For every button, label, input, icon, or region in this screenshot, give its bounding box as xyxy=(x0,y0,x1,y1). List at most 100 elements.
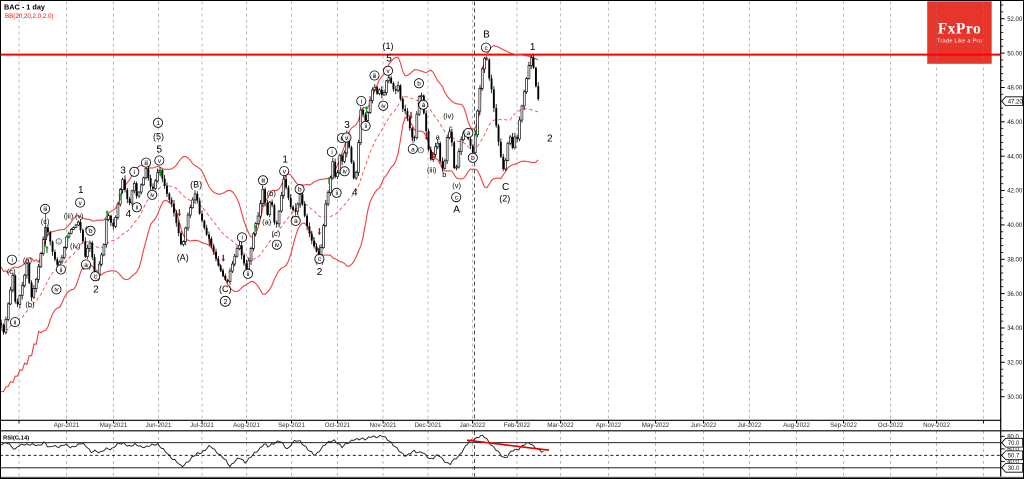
svg-text:2: 2 xyxy=(317,267,323,278)
svg-text:v: v xyxy=(345,135,349,142)
svg-text:c: c xyxy=(449,124,453,133)
svg-text:(B): (B) xyxy=(190,180,202,190)
svg-text:i: i xyxy=(11,257,12,264)
svg-text:(a): (a) xyxy=(23,256,33,265)
svg-text:C: C xyxy=(502,182,509,193)
svg-text:a: a xyxy=(84,262,88,269)
svg-text:a: a xyxy=(422,102,426,109)
svg-text:Jun-2022: Jun-2022 xyxy=(691,422,717,429)
svg-text:70.0: 70.0 xyxy=(1008,441,1020,447)
svg-text:iii: iii xyxy=(373,73,376,80)
svg-text:3: 3 xyxy=(120,165,126,176)
svg-text:50.7: 50.7 xyxy=(1008,454,1020,460)
svg-text:(v): (v) xyxy=(75,213,83,220)
svg-text:i: i xyxy=(361,98,362,105)
svg-text:BAC - 1 day: BAC - 1 day xyxy=(4,3,46,12)
svg-text:(c): (c) xyxy=(272,229,281,238)
svg-text:30.0: 30.0 xyxy=(1008,466,1020,472)
svg-text:(1): (1) xyxy=(383,41,394,51)
svg-text:RSI(C,14): RSI(C,14) xyxy=(3,436,29,442)
svg-text:(C): (C) xyxy=(219,284,232,294)
svg-text:iii: iii xyxy=(261,178,264,185)
svg-text:40.00: 40.00 xyxy=(1007,223,1023,229)
svg-text:42.00: 42.00 xyxy=(1007,189,1023,195)
svg-text:36.00: 36.00 xyxy=(1007,292,1023,298)
svg-text:4: 4 xyxy=(126,209,132,220)
svg-text:iv: iv xyxy=(343,169,348,176)
svg-text:v: v xyxy=(158,158,162,165)
svg-text:Mar-2022: Mar-2022 xyxy=(547,422,574,429)
svg-text:v: v xyxy=(79,200,83,207)
svg-text:2: 2 xyxy=(547,134,553,145)
svg-text:(v): (v) xyxy=(452,181,461,190)
svg-text:1: 1 xyxy=(282,154,288,165)
svg-text:Oct-2022: Oct-2022 xyxy=(878,422,904,429)
svg-text:iv: iv xyxy=(150,192,155,199)
svg-text:(c): (c) xyxy=(7,267,16,276)
svg-text:(b): (b) xyxy=(267,189,277,198)
svg-text:80.0: 80.0 xyxy=(1007,435,1019,441)
svg-text:34.00: 34.00 xyxy=(1007,326,1023,332)
svg-text:a: a xyxy=(411,146,415,153)
svg-text:May-2021: May-2021 xyxy=(100,422,128,429)
svg-text:ii: ii xyxy=(247,271,249,278)
svg-text:(iii): (iii) xyxy=(427,168,436,175)
svg-text:iv: iv xyxy=(275,242,280,249)
svg-text:38.00: 38.00 xyxy=(1007,258,1023,264)
svg-text:May-2022: May-2022 xyxy=(642,422,670,429)
svg-text:ii: ii xyxy=(14,319,16,326)
svg-text:3: 3 xyxy=(344,120,350,131)
svg-text:Sep-2021: Sep-2021 xyxy=(278,422,305,429)
svg-text:5: 5 xyxy=(386,53,392,64)
svg-text:48.00: 48.00 xyxy=(1007,86,1023,92)
svg-text:Apr-2022: Apr-2022 xyxy=(596,422,622,429)
svg-text:b: b xyxy=(471,155,475,162)
svg-text:ii: ii xyxy=(136,205,138,212)
svg-text:4: 4 xyxy=(352,187,358,198)
svg-text:(a): (a) xyxy=(262,217,272,226)
svg-text:i: i xyxy=(331,149,332,156)
svg-text:Nov-2021: Nov-2021 xyxy=(370,422,397,429)
svg-text:a: a xyxy=(294,218,298,225)
svg-text:b: b xyxy=(442,170,446,179)
svg-text:c: c xyxy=(318,256,322,263)
svg-text:Jun-2021: Jun-2021 xyxy=(146,422,172,429)
svg-text:1: 1 xyxy=(530,42,536,53)
svg-text:46.00: 46.00 xyxy=(1007,120,1023,126)
svg-text:b: b xyxy=(417,81,421,88)
svg-text:1: 1 xyxy=(156,120,160,127)
svg-text:Feb-2022: Feb-2022 xyxy=(504,422,531,429)
svg-text:A: A xyxy=(453,205,460,216)
svg-text:iii: iii xyxy=(43,206,46,213)
svg-text:(A): (A) xyxy=(177,253,189,263)
svg-text:(iii): (iii) xyxy=(64,213,73,220)
svg-text:(2): (2) xyxy=(499,194,510,204)
svg-text:47.20: 47.20 xyxy=(1008,100,1024,106)
svg-text:c: c xyxy=(455,195,459,202)
svg-text:30.00: 30.00 xyxy=(1007,395,1023,401)
svg-text:ii: ii xyxy=(335,190,337,197)
svg-text:Sep-2022: Sep-2022 xyxy=(830,422,857,429)
svg-text:(c): (c) xyxy=(41,217,50,226)
svg-text:2: 2 xyxy=(93,285,99,296)
svg-text:ii: ii xyxy=(60,267,62,274)
svg-text:b: b xyxy=(298,187,302,194)
svg-text:Oct-2021: Oct-2021 xyxy=(325,422,351,429)
svg-text:44.00: 44.00 xyxy=(1007,154,1023,160)
svg-text:(5): (5) xyxy=(153,132,164,142)
svg-text:Jul-2022: Jul-2022 xyxy=(738,422,762,429)
svg-text:5: 5 xyxy=(157,144,163,155)
svg-text:i: i xyxy=(241,235,242,242)
svg-text:Jan-2022: Jan-2022 xyxy=(460,422,486,429)
svg-text:2: 2 xyxy=(224,299,228,306)
svg-text:Apr-2021: Apr-2021 xyxy=(54,422,80,429)
svg-text:Nov-2022: Nov-2022 xyxy=(923,422,950,429)
svg-text:(iv): (iv) xyxy=(443,112,454,121)
svg-text:52.00: 52.00 xyxy=(1007,17,1023,23)
svg-text:50.00: 50.00 xyxy=(1007,51,1023,57)
svg-text:Dec-2021: Dec-2021 xyxy=(415,422,442,429)
svg-text:a: a xyxy=(467,130,471,137)
svg-text:b: b xyxy=(89,228,93,235)
svg-text:a: a xyxy=(436,132,441,141)
svg-text:c: c xyxy=(485,45,489,52)
